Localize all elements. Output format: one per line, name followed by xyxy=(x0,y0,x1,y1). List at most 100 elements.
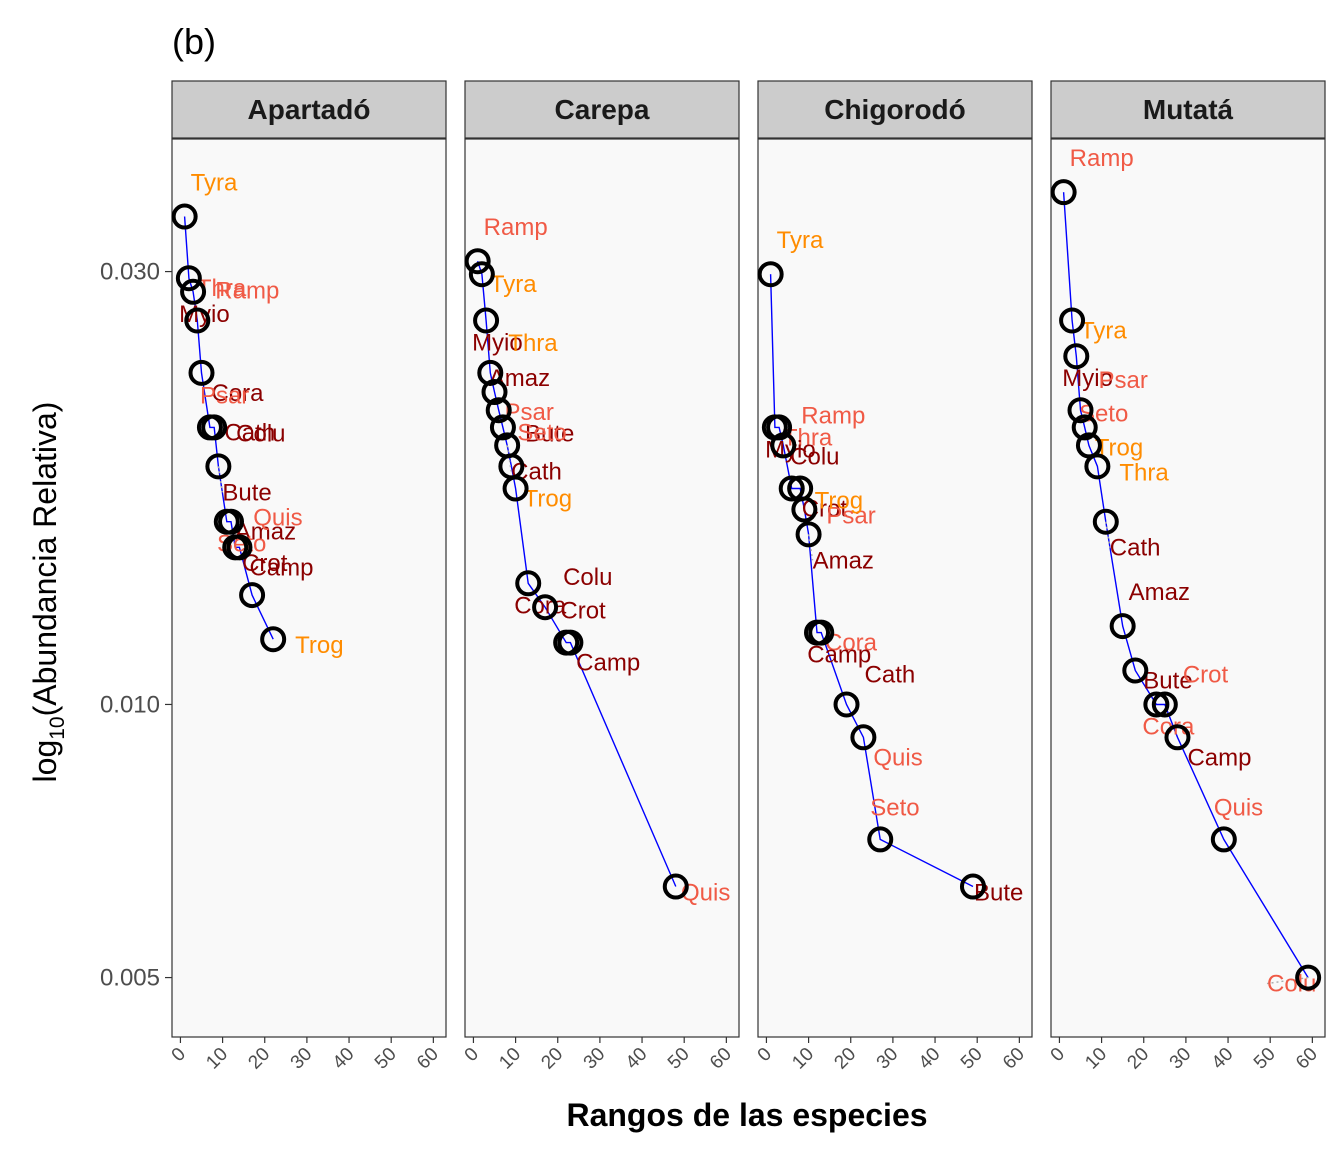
data-point xyxy=(1059,307,1086,334)
y-tick-label: 0.005 xyxy=(100,965,160,992)
point-label: Thra xyxy=(508,330,558,357)
data-point xyxy=(1143,691,1170,718)
point-label: Ramp xyxy=(801,402,865,429)
data-point xyxy=(205,453,232,480)
point-label: Tyra xyxy=(490,271,537,298)
y-axis-title: log10(Abundancia Relativa) xyxy=(27,402,69,783)
point-label: Colu xyxy=(1267,971,1316,998)
strip xyxy=(1050,80,1326,139)
data-point xyxy=(766,414,793,441)
data-point xyxy=(833,691,860,718)
point-label: Camp xyxy=(807,642,871,669)
x-tick-label: 10 xyxy=(495,1044,525,1074)
label-connector xyxy=(807,534,814,561)
data-point xyxy=(1071,414,1098,441)
x-tick-label: 20 xyxy=(244,1044,274,1074)
panel-background xyxy=(1050,138,1326,1038)
data-point xyxy=(468,261,495,288)
data-point xyxy=(808,619,835,646)
panel-background xyxy=(757,138,1033,1038)
label-connector xyxy=(1105,521,1111,548)
point-label: Trog xyxy=(295,632,343,659)
point-label: Psar xyxy=(1099,367,1148,394)
data-point xyxy=(184,307,211,334)
x-tick-label: 20 xyxy=(537,1044,567,1074)
strip xyxy=(171,80,447,139)
x-tick-label: 10 xyxy=(788,1044,818,1074)
label-connector xyxy=(1266,976,1309,985)
x-tick-label: 0 xyxy=(168,1044,190,1066)
data-point xyxy=(502,475,529,502)
point-label: Myio xyxy=(472,329,523,356)
label-connector xyxy=(506,445,512,472)
x-tick-label: 0 xyxy=(1047,1044,1069,1066)
point-label: Tyra xyxy=(777,227,824,254)
data-point xyxy=(201,414,228,441)
point-label: Psar xyxy=(200,382,249,409)
point-label: Tyra xyxy=(191,170,238,197)
data-point xyxy=(481,378,508,405)
x-tick-label: 20 xyxy=(1123,1044,1153,1074)
data-point xyxy=(489,414,516,441)
data-point xyxy=(1092,508,1119,535)
data-point xyxy=(473,307,500,334)
x-tick-label: 40 xyxy=(915,1044,945,1074)
point-label: Camp xyxy=(1187,744,1251,771)
point-label: Colu xyxy=(236,420,285,447)
point-label: Cora xyxy=(212,380,265,407)
strip-label: Mutatá xyxy=(1143,94,1234,125)
point-label: Bute xyxy=(222,479,271,506)
x-tick-label: 40 xyxy=(622,1044,652,1074)
data-point xyxy=(532,594,559,621)
x-tick-label: 10 xyxy=(202,1044,232,1074)
data-point xyxy=(1122,657,1149,684)
figure-tag: (b) xyxy=(172,21,216,62)
data-point xyxy=(226,534,253,561)
point-label: Cath xyxy=(865,661,916,688)
point-label: Crot xyxy=(560,598,606,625)
point-label: Tyra xyxy=(1080,317,1127,344)
x-tick-label: 0 xyxy=(461,1044,483,1066)
data-point xyxy=(1067,397,1094,424)
x-tick-label: 10 xyxy=(1081,1044,1111,1074)
point-label: Camp xyxy=(576,650,640,677)
data-point xyxy=(757,261,784,288)
strip-label: Chigorodó xyxy=(824,94,966,125)
data-point xyxy=(239,582,266,609)
x-tick-label: 50 xyxy=(664,1044,694,1074)
point-label: Colu xyxy=(563,564,612,591)
data-point xyxy=(180,278,207,305)
x-tick-label: 60 xyxy=(1292,1044,1322,1074)
x-tick-label: 30 xyxy=(580,1044,610,1074)
strip xyxy=(757,80,1033,139)
point-label: Cath xyxy=(224,419,275,446)
x-axis-title: Rangos de las especies xyxy=(566,1097,927,1133)
point-label: Trog xyxy=(815,487,863,514)
data-point xyxy=(188,359,215,386)
data-point xyxy=(959,873,986,900)
point-label: Seto xyxy=(870,794,919,821)
x-tick-label: 30 xyxy=(873,1044,903,1074)
data-point xyxy=(1295,964,1322,991)
y-tick-label: 0.010 xyxy=(100,691,160,718)
data-point xyxy=(1164,724,1191,751)
point-label: Quis xyxy=(681,880,730,907)
x-tick-label: 20 xyxy=(830,1044,860,1074)
point-label: Bute xyxy=(1143,668,1192,695)
point-label: Thra xyxy=(1119,459,1169,486)
x-tick-label: 50 xyxy=(371,1044,401,1074)
data-point xyxy=(464,248,491,275)
data-point xyxy=(260,626,287,653)
data-point xyxy=(867,826,894,853)
data-point xyxy=(218,508,245,535)
data-point xyxy=(791,496,818,523)
point-label: Seto xyxy=(517,419,566,446)
x-tick-label: 0 xyxy=(754,1044,776,1066)
point-label: Ramp xyxy=(484,214,548,241)
data-point xyxy=(850,724,877,751)
data-point xyxy=(175,265,202,292)
point-label: Seto xyxy=(1079,400,1128,427)
data-point xyxy=(485,397,512,424)
